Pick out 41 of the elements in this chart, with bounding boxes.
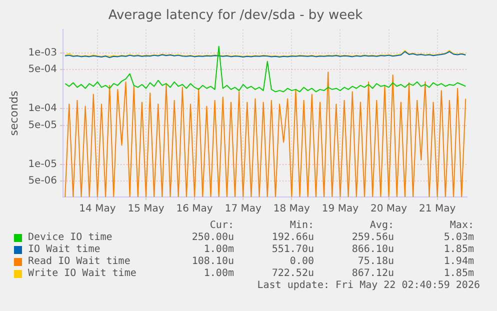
text: 1.94m	[442, 256, 474, 268]
text: 75.18u	[356, 256, 394, 268]
text: 1.85m	[442, 244, 474, 256]
text: Cur:	[208, 220, 234, 232]
text: Min:	[288, 220, 314, 232]
text: 722.52u	[270, 268, 314, 280]
text: 250.00u	[190, 232, 234, 244]
y-tick-label: 1e-03	[28, 47, 58, 58]
text: 1.85m	[442, 268, 474, 280]
y-axis-title: seconds	[7, 90, 20, 136]
text: 1.00m	[202, 268, 234, 280]
text: 192.66u	[270, 232, 314, 244]
text: 108.10u	[190, 256, 234, 268]
x-tick-label: 20 May	[370, 204, 408, 215]
x-tick-label: 16 May	[176, 204, 213, 215]
legend-label: IO Wait time	[28, 244, 102, 256]
x-tick-label: 18 May	[273, 204, 310, 215]
legend-label: Device IO time	[28, 232, 114, 244]
y-tick-label: 1e-05	[28, 158, 58, 170]
x-tick-label: 15 May	[128, 204, 164, 215]
y-tick-label: 5e-06	[28, 176, 58, 187]
legend-label: Read IO Wait time	[28, 256, 132, 268]
legend-label: Write IO Wait time	[28, 268, 138, 280]
x-tick-label: 14 May	[79, 204, 116, 215]
chart-title: Average latency for /dev/sda - by week	[108, 8, 364, 24]
y-tick-label: 1e-04	[28, 103, 58, 114]
text: 1.00m	[202, 244, 234, 256]
text: 866.10u	[350, 244, 394, 256]
text: Last update: Fri May 22 02:40:59 2026	[256, 280, 480, 292]
x-tick-label: 17 May	[224, 204, 262, 215]
x-tick-label: 21 May	[419, 204, 456, 215]
text: 0.00	[288, 256, 314, 268]
text: 259.56u	[350, 232, 394, 244]
text: Avg:	[368, 220, 394, 232]
x-tick-label: 19 May	[322, 204, 359, 215]
text: 867.12u	[350, 268, 394, 280]
y-tick-label: 5e-04	[28, 64, 58, 76]
text: 5.03m	[442, 232, 474, 244]
text: 551.70u	[270, 244, 314, 256]
y-tick-label: 5e-05	[28, 120, 58, 131]
text: Max:	[448, 220, 474, 232]
